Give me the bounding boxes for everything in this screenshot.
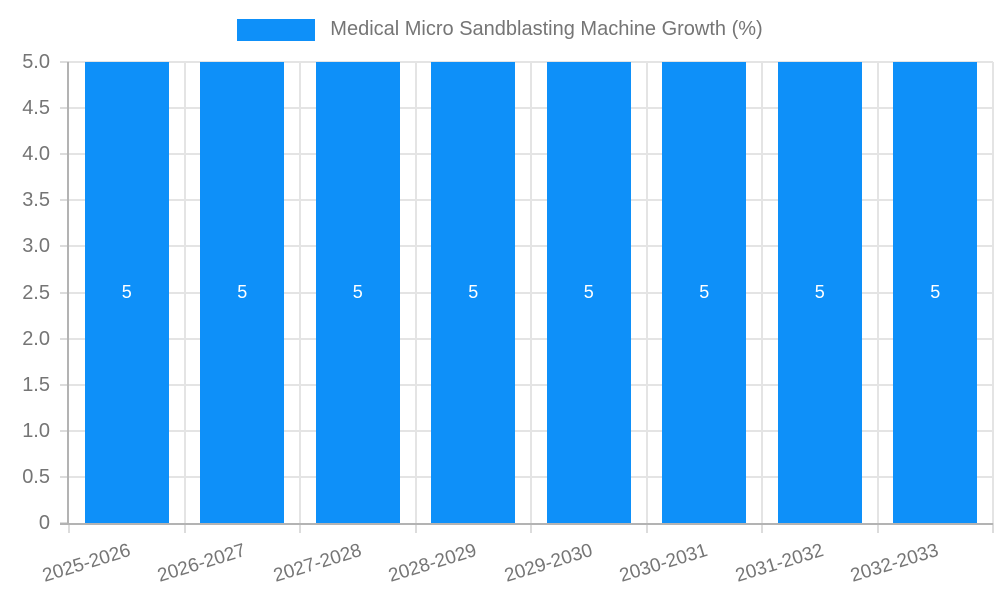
x-tick	[299, 523, 301, 533]
x-gridline	[183, 62, 186, 523]
y-tick	[60, 153, 69, 156]
x-tick	[183, 523, 186, 533]
y-tick	[60, 383, 69, 386]
y-tick	[60, 107, 69, 110]
x-tick	[761, 523, 763, 533]
y-tick-label: 1.0	[22, 419, 50, 442]
x-axis-line	[60, 523, 993, 525]
bar[interactable]	[84, 62, 169, 523]
y-tick-label: 0.5	[22, 465, 50, 488]
x-gridline	[530, 62, 532, 523]
x-gridline	[876, 62, 879, 523]
y-tick-label: 4.5	[22, 97, 50, 120]
y-tick-label: 2.5	[22, 281, 50, 304]
bar[interactable]	[431, 62, 516, 523]
y-tick-label: 5.0	[22, 51, 50, 73]
bar[interactable]	[546, 62, 631, 523]
legend[interactable]: Medical Micro Sandblasting Machine Growt…	[0, 18, 1000, 41]
bar[interactable]	[200, 62, 285, 523]
y-tick	[60, 245, 69, 248]
y-tick-label: 4.0	[22, 143, 50, 166]
y-tick	[60, 475, 69, 478]
y-tick	[60, 199, 69, 202]
y-axis-line	[67, 62, 69, 525]
y-tick	[60, 429, 69, 432]
y-tick	[60, 337, 69, 340]
x-gridline	[645, 62, 648, 523]
x-tick	[530, 523, 532, 533]
y-tick-label: 2.0	[22, 327, 50, 350]
x-gridline	[414, 62, 417, 523]
y-tick-label: 3.0	[22, 235, 50, 258]
y-tick-label: 3.5	[22, 189, 50, 212]
x-gridline	[299, 62, 301, 523]
x-tick	[992, 523, 994, 533]
legend-swatch-icon	[237, 18, 316, 41]
bar[interactable]	[662, 62, 747, 523]
y-tick	[60, 61, 69, 63]
plot-right-border	[992, 62, 994, 523]
bar[interactable]	[777, 62, 862, 523]
y-tick	[60, 291, 69, 294]
bar[interactable]	[893, 62, 978, 523]
x-tick	[414, 523, 417, 533]
x-tick	[645, 523, 648, 533]
legend-label: Medical Micro Sandblasting Machine Growt…	[330, 18, 763, 40]
bar[interactable]	[315, 62, 400, 523]
y-tick-label: 1.5	[22, 373, 50, 396]
x-tick	[68, 523, 70, 533]
x-gridline	[761, 62, 763, 523]
x-tick	[876, 523, 879, 533]
y-tick-label: 0	[38, 512, 50, 534]
